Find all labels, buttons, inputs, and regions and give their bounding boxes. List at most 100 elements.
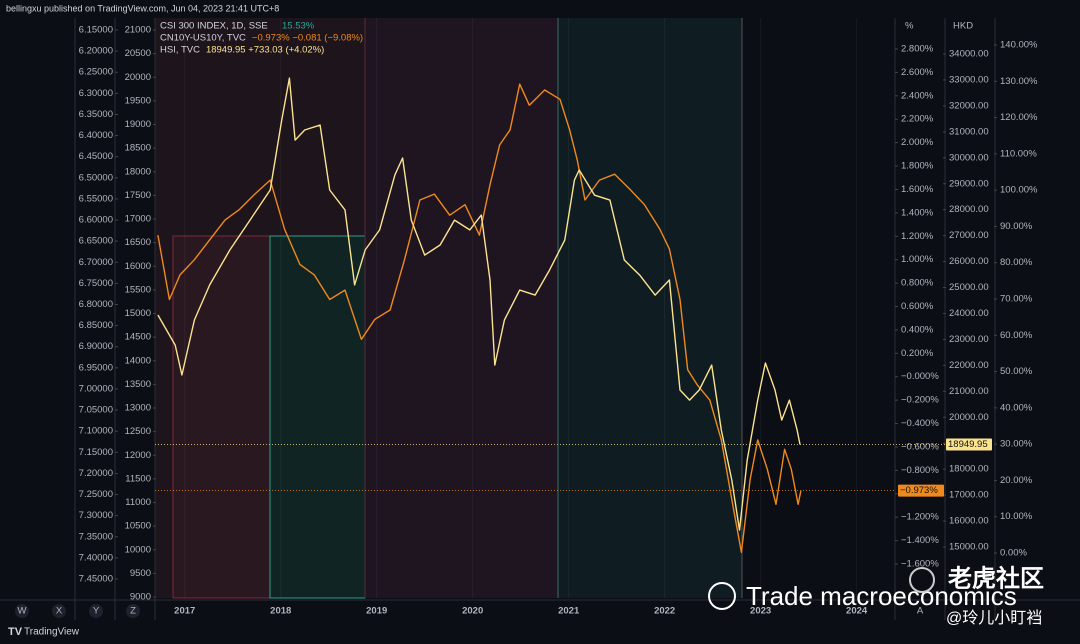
tiger-icon xyxy=(909,567,935,593)
y-tick-label: 17000.00 xyxy=(949,490,989,501)
nav-button[interactable]: Y xyxy=(93,606,100,617)
y-tick-label: 25000.00 xyxy=(949,282,989,293)
y-tick-label: 17000 xyxy=(125,214,151,225)
y-tick-label: 90.00% xyxy=(1000,221,1033,232)
y-tick-label: 6.65000 xyxy=(79,236,113,247)
y-tick-label: 30000.00 xyxy=(949,152,989,163)
watermark-handle: @玲儿小盯裆 xyxy=(946,609,1042,627)
y-tick-label: 140.00% xyxy=(1000,40,1038,51)
y-tick-label: 0.800% xyxy=(901,278,934,289)
y-tick-label: 2.200% xyxy=(901,114,934,125)
y-tick-label: 12000 xyxy=(125,450,151,461)
y-tick-label: 18000.00 xyxy=(949,464,989,475)
y-tick-label: 23000.00 xyxy=(949,334,989,345)
nav-button-bg xyxy=(52,604,66,618)
y-tick-label: 2.800% xyxy=(901,44,934,55)
y-tick-label: 50.00% xyxy=(1000,366,1033,377)
y-tick-label: 11500 xyxy=(125,473,151,484)
nav-button-bg xyxy=(15,604,29,618)
nav-button[interactable]: W xyxy=(18,606,27,617)
y-tick-label: −0.400% xyxy=(901,418,939,429)
y-tick-label: 110.00% xyxy=(1000,148,1037,159)
y-tick-label: 6.45000 xyxy=(79,151,113,162)
y-tick-label: 0.200% xyxy=(901,348,934,359)
y-tick-label: −1.400% xyxy=(901,535,939,546)
axis-title: % xyxy=(905,21,914,32)
y-tick-label: 21000.00 xyxy=(949,386,989,397)
y-tick-label: −0.200% xyxy=(901,395,939,406)
y-tick-label: 13500 xyxy=(125,379,151,390)
y-tick-label: 10.00% xyxy=(1000,511,1033,522)
y-tick-label: 31000.00 xyxy=(949,126,989,137)
y-tick-label: 7.35000 xyxy=(79,531,113,542)
y-tick-label: 0.400% xyxy=(901,324,934,335)
y-tick-label: 15500 xyxy=(125,284,151,295)
y-tick-label: 16500 xyxy=(125,237,151,248)
y-tick-label: 7.25000 xyxy=(79,489,113,500)
x-tick-label: 2022 xyxy=(654,606,675,617)
y-tick-label: 6.35000 xyxy=(79,109,113,120)
y-tick-label: 60.00% xyxy=(1000,330,1033,341)
x-tick-label: 2020 xyxy=(462,606,483,617)
y-tick-label: 6.15000 xyxy=(79,25,113,36)
y-tick-label: 6.60000 xyxy=(79,215,113,226)
y-tick-label: 9500 xyxy=(130,568,151,579)
y-tick-label: 7.20000 xyxy=(79,468,113,479)
y-tick-label: 2.000% xyxy=(901,137,934,148)
y-tick-label: 6.20000 xyxy=(79,46,113,57)
watermark-title: Trade macroeconomics xyxy=(746,581,1017,611)
nav-button[interactable]: X xyxy=(56,606,63,617)
nav-button[interactable]: Z xyxy=(130,606,136,617)
y-tick-label: 6.95000 xyxy=(79,362,113,373)
shade xyxy=(558,18,742,598)
y-tick-label: 7.05000 xyxy=(79,405,113,416)
y-tick-label: 1.800% xyxy=(901,161,934,172)
y-tick-label: 100.00% xyxy=(1000,185,1038,196)
shade xyxy=(365,18,558,598)
y-tick-label: 9000 xyxy=(130,592,151,603)
y-tick-label: 33000.00 xyxy=(949,74,989,85)
scale-button[interactable]: A xyxy=(917,606,924,617)
nav-button-bg xyxy=(89,604,103,618)
y-tick-label: 6.40000 xyxy=(79,130,113,141)
y-tick-label: −0.600% xyxy=(901,441,939,452)
y-tick-label: −1.200% xyxy=(901,512,939,523)
y-tick-label: 16000 xyxy=(125,261,151,272)
y-tick-label: 20.00% xyxy=(1000,475,1033,486)
y-tick-label: 17500 xyxy=(125,190,151,201)
legend-status: 15.53% xyxy=(282,21,315,32)
y-tick-label: 7.45000 xyxy=(79,574,113,585)
x-tick-label: 2017 xyxy=(174,606,195,617)
y-tick-label: 32000.00 xyxy=(949,100,989,111)
y-tick-label: 16000.00 xyxy=(949,516,989,527)
legend-status: 18949.95 +733.03 (+4.02%) xyxy=(206,45,324,56)
legend-name[interactable]: HSI, TVC xyxy=(160,45,200,56)
y-tick-label: 6.50000 xyxy=(79,172,113,183)
y-tick-label: 7.30000 xyxy=(79,510,113,521)
legend-status: −0.973% −0.081 (−9.08%) xyxy=(252,33,363,44)
y-tick-label: 19500 xyxy=(125,95,151,106)
y-tick-label: 130.00% xyxy=(1000,76,1038,87)
y-tick-label: 40.00% xyxy=(1000,402,1033,413)
brand: TradingView xyxy=(24,627,80,638)
y-tick-label: 2.400% xyxy=(901,90,934,101)
nav-button-bg xyxy=(126,604,140,618)
x-tick-label: 2023 xyxy=(750,606,771,617)
y-tick-label: 7.00000 xyxy=(79,383,113,394)
y-tick-label: 20000 xyxy=(125,72,151,83)
watermark-community: 老虎社区 xyxy=(948,564,1044,592)
y-tick-label: 29000.00 xyxy=(949,178,989,189)
y-tick-label: 18500 xyxy=(125,143,151,154)
y-tick-label: 0.00% xyxy=(1000,548,1027,559)
axis-title: HKD xyxy=(953,21,973,32)
y-tick-label: 28000.00 xyxy=(949,204,989,215)
y-tick-label: 11000 xyxy=(125,497,151,508)
legend-name[interactable]: CN10Y-US10Y, TVC xyxy=(160,33,246,44)
y-tick-label: 6.30000 xyxy=(79,88,113,99)
y-tick-label: 6.55000 xyxy=(79,193,113,204)
y-tick-label: 14500 xyxy=(125,332,151,343)
y-tick-label: 6.85000 xyxy=(79,320,113,331)
y-tick-label: 70.00% xyxy=(1000,294,1033,305)
